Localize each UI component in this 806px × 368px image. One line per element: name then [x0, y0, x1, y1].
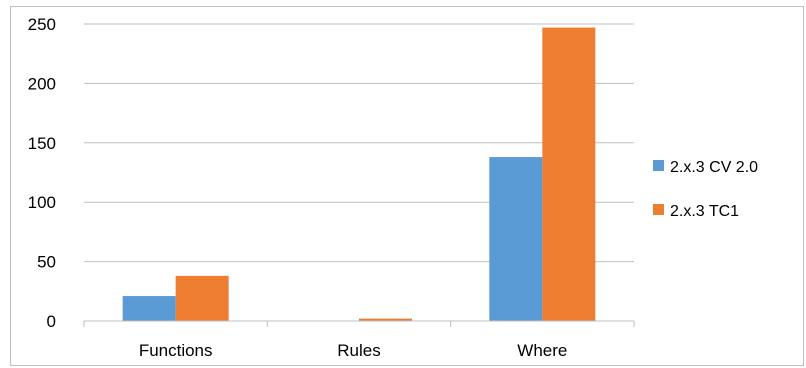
- x-category-label-functions: Functions: [139, 341, 213, 360]
- x-category-label-rules: Rules: [337, 341, 380, 360]
- bar-rules-series-2: [359, 318, 412, 321]
- legend-label-series-1: 2.x.3 CV 2.0: [670, 159, 758, 176]
- legend-label-series-2: 2.x.3 TC1: [670, 203, 739, 220]
- bar-functions-series-1: [122, 296, 176, 321]
- legend-swatch-series-1: [653, 160, 664, 171]
- y-tick-label-100: 100: [28, 193, 56, 212]
- bar-where-series-2: [542, 27, 596, 322]
- y-tick-label-150: 150: [28, 134, 56, 153]
- x-category-label-where: Where: [517, 341, 567, 360]
- bar-where-series-1: [489, 157, 543, 321]
- bars: [122, 27, 596, 322]
- y-tick-label-200: 200: [28, 74, 56, 93]
- bar-functions-series-2: [175, 275, 229, 321]
- x-axis-category-labels: Functions Rules Where: [139, 341, 568, 360]
- y-axis-tick-labels: 0 50 100 150 200 250: [28, 15, 56, 331]
- legend-swatch-series-2: [653, 204, 664, 215]
- y-tick-label-50: 50: [37, 253, 56, 272]
- y-tick-label-250: 250: [28, 15, 56, 34]
- y-tick-label-0: 0: [47, 312, 56, 331]
- x-axis: [83, 320, 635, 327]
- legend: 2.x.3 CV 2.0 2.x.3 TC1: [653, 159, 758, 220]
